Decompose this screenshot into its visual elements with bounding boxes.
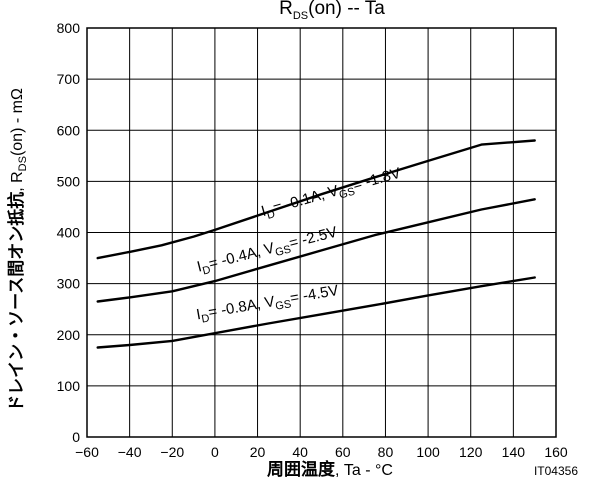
y-axis-label: ドレイン・ソース間オン抵抗, RDS(on) - mΩ xyxy=(6,88,29,412)
figure-code: IT04356 xyxy=(534,464,578,478)
x-tick-label: 20 xyxy=(250,444,266,460)
title-rest: (on) -- Ta xyxy=(308,0,385,19)
x-tick-label: 140 xyxy=(502,444,526,460)
x-tick-label: −60 xyxy=(75,444,99,460)
x-axis-label: 周囲温度, Ta - °C xyxy=(267,459,393,479)
grid xyxy=(87,28,556,437)
x-tick-label: 100 xyxy=(416,444,440,460)
x-tick-label: 60 xyxy=(335,444,351,460)
title-main: R xyxy=(279,0,293,19)
x-tick-label: 120 xyxy=(459,444,483,460)
x-tick-label: 0 xyxy=(211,444,219,460)
x-tick-labels: −60 −40 −20 0 20 40 60 80 100 120 140 160 xyxy=(75,444,568,460)
x-label-rest: , Ta - °C xyxy=(335,462,393,479)
y-tick-labels: 0 100 200 300 400 500 600 700 800 xyxy=(57,20,81,445)
chart-title: RDS(on) -- Ta xyxy=(279,0,385,22)
series-label-3: ID= -0.8A, VGS= -4.5V xyxy=(195,282,340,326)
x-tick-label: 40 xyxy=(292,444,308,460)
x-tick-label: 160 xyxy=(544,444,568,460)
series-line-2 xyxy=(96,198,536,303)
series-lines xyxy=(96,139,536,349)
y-label-mid: , R xyxy=(9,171,26,191)
series-line-1 xyxy=(96,139,536,260)
y-tick-label: 400 xyxy=(57,225,81,241)
y-tick-label: 300 xyxy=(57,276,81,292)
x-tick-label: −20 xyxy=(160,444,184,460)
title-subscript: DS xyxy=(293,10,308,22)
x-tick-label: 80 xyxy=(378,444,394,460)
y-tick-label: 200 xyxy=(57,327,81,343)
y-tick-label: 500 xyxy=(57,173,81,189)
series-line-3 xyxy=(96,276,536,349)
x-tick-label: −40 xyxy=(118,444,142,460)
y-tick-label: 800 xyxy=(57,20,81,36)
y-tick-label: 0 xyxy=(72,429,80,445)
y-label-jp: ドレイン・ソース間オン抵抗 xyxy=(6,192,26,412)
y-label-rest: (on) - mΩ xyxy=(9,88,26,156)
series-label-1: ID= -0.1A, VGS= -1.8V xyxy=(259,165,403,223)
y-tick-label: 100 xyxy=(57,378,81,394)
plot-frame xyxy=(86,27,557,438)
x-label-jp: 周囲温度 xyxy=(267,459,336,479)
y-label-subscript: DS xyxy=(17,156,29,171)
y-tick-label: 600 xyxy=(57,122,81,138)
y-tick-label: 700 xyxy=(57,71,81,87)
